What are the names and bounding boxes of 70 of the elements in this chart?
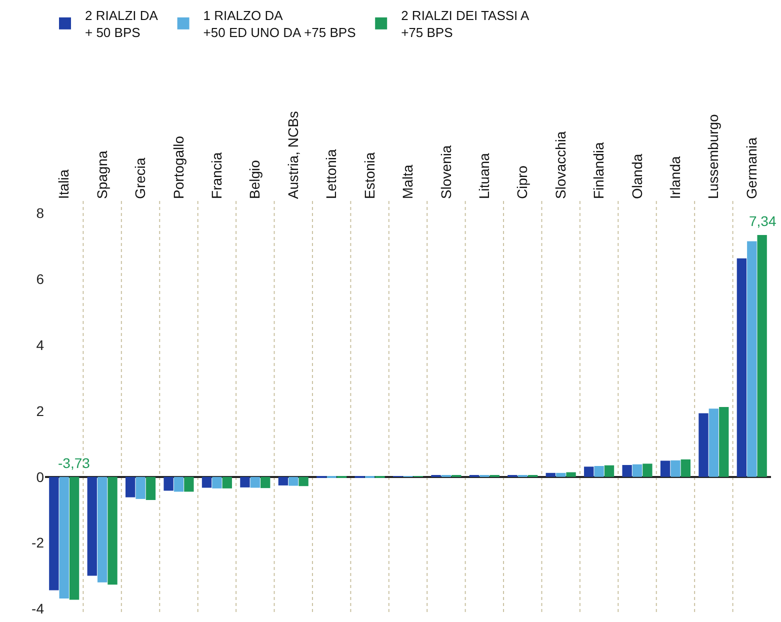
bar (136, 476, 146, 499)
x-tick-label: Estonia (361, 152, 378, 199)
bar (660, 460, 670, 477)
x-tick-label: Grecia (132, 158, 148, 199)
bar (719, 406, 729, 477)
y-tick-label: 0 (36, 468, 44, 485)
bar (278, 476, 288, 486)
bar (108, 476, 118, 585)
x-tick-label: Finlandia (590, 142, 607, 199)
x-tick-label: Italia (56, 169, 72, 199)
bar (556, 472, 566, 477)
x-tick-label: Belgio (246, 160, 263, 199)
bar (584, 466, 594, 477)
y-tick-label: -2 (32, 534, 44, 551)
bar (164, 476, 174, 491)
bar (622, 465, 632, 477)
bar (49, 476, 59, 590)
bar (298, 476, 308, 486)
bar (288, 476, 298, 486)
x-tick-label: Germania (743, 137, 760, 199)
x-tick-label: Lettonia (323, 148, 340, 199)
bar (604, 465, 614, 477)
y-tick-label: 8 (36, 205, 44, 222)
y-tick-label: 2 (36, 402, 44, 419)
bar (126, 476, 136, 498)
bar (757, 234, 767, 477)
legend-label: 2 RIALZI DA + 50 BPS (85, 8, 158, 40)
bar (260, 476, 270, 488)
x-tick-label: Spagna (94, 150, 110, 199)
bar (250, 476, 260, 488)
bar (97, 476, 108, 582)
x-tick-label: Portogallo (170, 136, 186, 199)
x-tick-label: Austria, NCBs (284, 111, 301, 199)
bar (212, 476, 222, 488)
x-tick-label: Irlanda (667, 156, 684, 199)
bar (222, 476, 232, 488)
x-tick-label: Lituana (476, 152, 492, 199)
x-tick-label: Olanda (628, 154, 645, 199)
bar (546, 472, 556, 477)
bar (202, 476, 212, 488)
bar (632, 464, 642, 477)
bar (680, 459, 690, 477)
bar (174, 476, 184, 492)
y-tick-label: 4 (36, 336, 44, 353)
legend-label: 1 RIALZO DA +50 ED UNO DA +75 BPS (203, 8, 356, 40)
bar (59, 476, 69, 598)
x-tick-label: Cipro (514, 165, 530, 199)
bar (184, 476, 194, 492)
bar (594, 466, 604, 477)
bar (698, 413, 708, 477)
bar (87, 476, 97, 576)
x-tick-label: Slovacchia (552, 131, 568, 199)
y-tick-label: 6 (36, 271, 44, 287)
bar (642, 464, 652, 477)
bar (747, 241, 757, 477)
x-tick-label: Lussemburgo (705, 114, 722, 199)
x-tick-label: Francia (208, 152, 224, 199)
y-tick-label: -4 (32, 600, 44, 617)
bar (566, 472, 576, 477)
bar (240, 476, 250, 488)
bar (69, 476, 80, 600)
x-tick-label: Slovenia (438, 145, 454, 199)
legend-label: 2 RIALZI DEI TASSI A +75 BPS (401, 8, 530, 40)
x-tick-label: Malta (400, 164, 416, 199)
bar (146, 476, 156, 500)
bar (708, 408, 719, 477)
data-label: -3,73 (58, 455, 90, 471)
data-label: 7,34 (749, 213, 776, 229)
bar (670, 460, 680, 477)
bar (736, 258, 747, 477)
